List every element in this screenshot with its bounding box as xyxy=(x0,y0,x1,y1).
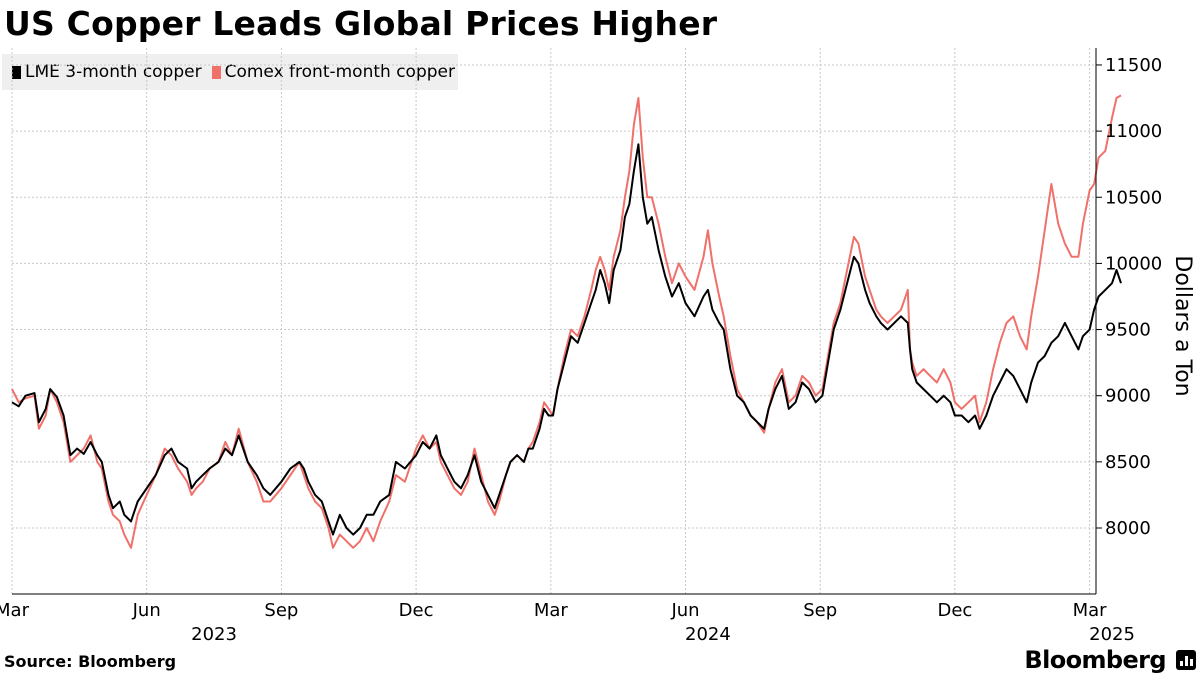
y-tick-label: 8000 xyxy=(1105,518,1151,539)
legend-item-lme: LME 3-month copper xyxy=(12,62,202,82)
x-tick-label: Mar xyxy=(1073,600,1108,621)
x-tick-label: Jun xyxy=(670,600,699,621)
legend: LME 3-month copper Comex front-month cop… xyxy=(2,54,458,90)
legend-label-lme: LME 3-month copper xyxy=(25,62,202,82)
legend-item-comex: Comex front-month copper xyxy=(211,62,455,82)
gridlines xyxy=(11,48,1096,594)
y-axis-label: Dollars a Ton xyxy=(1170,255,1195,396)
x-year-label: 2025 xyxy=(1089,624,1135,645)
x-tick-label: Dec xyxy=(399,600,434,621)
y-tick-label: 10000 xyxy=(1105,253,1162,274)
x-tick-label: Dec xyxy=(937,600,972,621)
legend-swatch-lme xyxy=(12,65,21,79)
series-lines xyxy=(11,94,1122,549)
y-tick-label: 11500 xyxy=(1105,55,1162,76)
legend-swatch-comex xyxy=(211,65,221,79)
x-tick-label: Sep xyxy=(264,600,298,621)
x-year-label: 2024 xyxy=(685,624,731,645)
source-note: Source: Bloomberg xyxy=(4,652,177,671)
y-tick-label: 11000 xyxy=(1105,121,1162,142)
x-year-label: 2023 xyxy=(191,624,237,645)
chart-title: US Copper Leads Global Prices Higher xyxy=(4,4,718,43)
axes: 8000 8500 9000 9500 10000 10500 11000 11500 Mar J… xyxy=(0,48,1162,645)
series-line-comex xyxy=(11,94,1122,549)
series-line-lme xyxy=(11,143,1122,536)
x-tick-label: Mar xyxy=(534,600,569,621)
bloomberg-chart-icon xyxy=(1176,650,1196,670)
y-tick-label: 9000 xyxy=(1105,386,1151,407)
legend-label-comex: Comex front-month copper xyxy=(224,62,455,82)
y-tick-label: 10500 xyxy=(1105,187,1162,208)
x-tick-label: Mar xyxy=(0,600,30,621)
bloomberg-logo: Bloomberg xyxy=(1024,646,1166,674)
x-tick-label: Jun xyxy=(132,600,161,621)
y-tick-label: 8500 xyxy=(1105,452,1151,473)
y-tick-label: 9500 xyxy=(1105,320,1151,341)
x-tick-label: Sep xyxy=(803,600,837,621)
